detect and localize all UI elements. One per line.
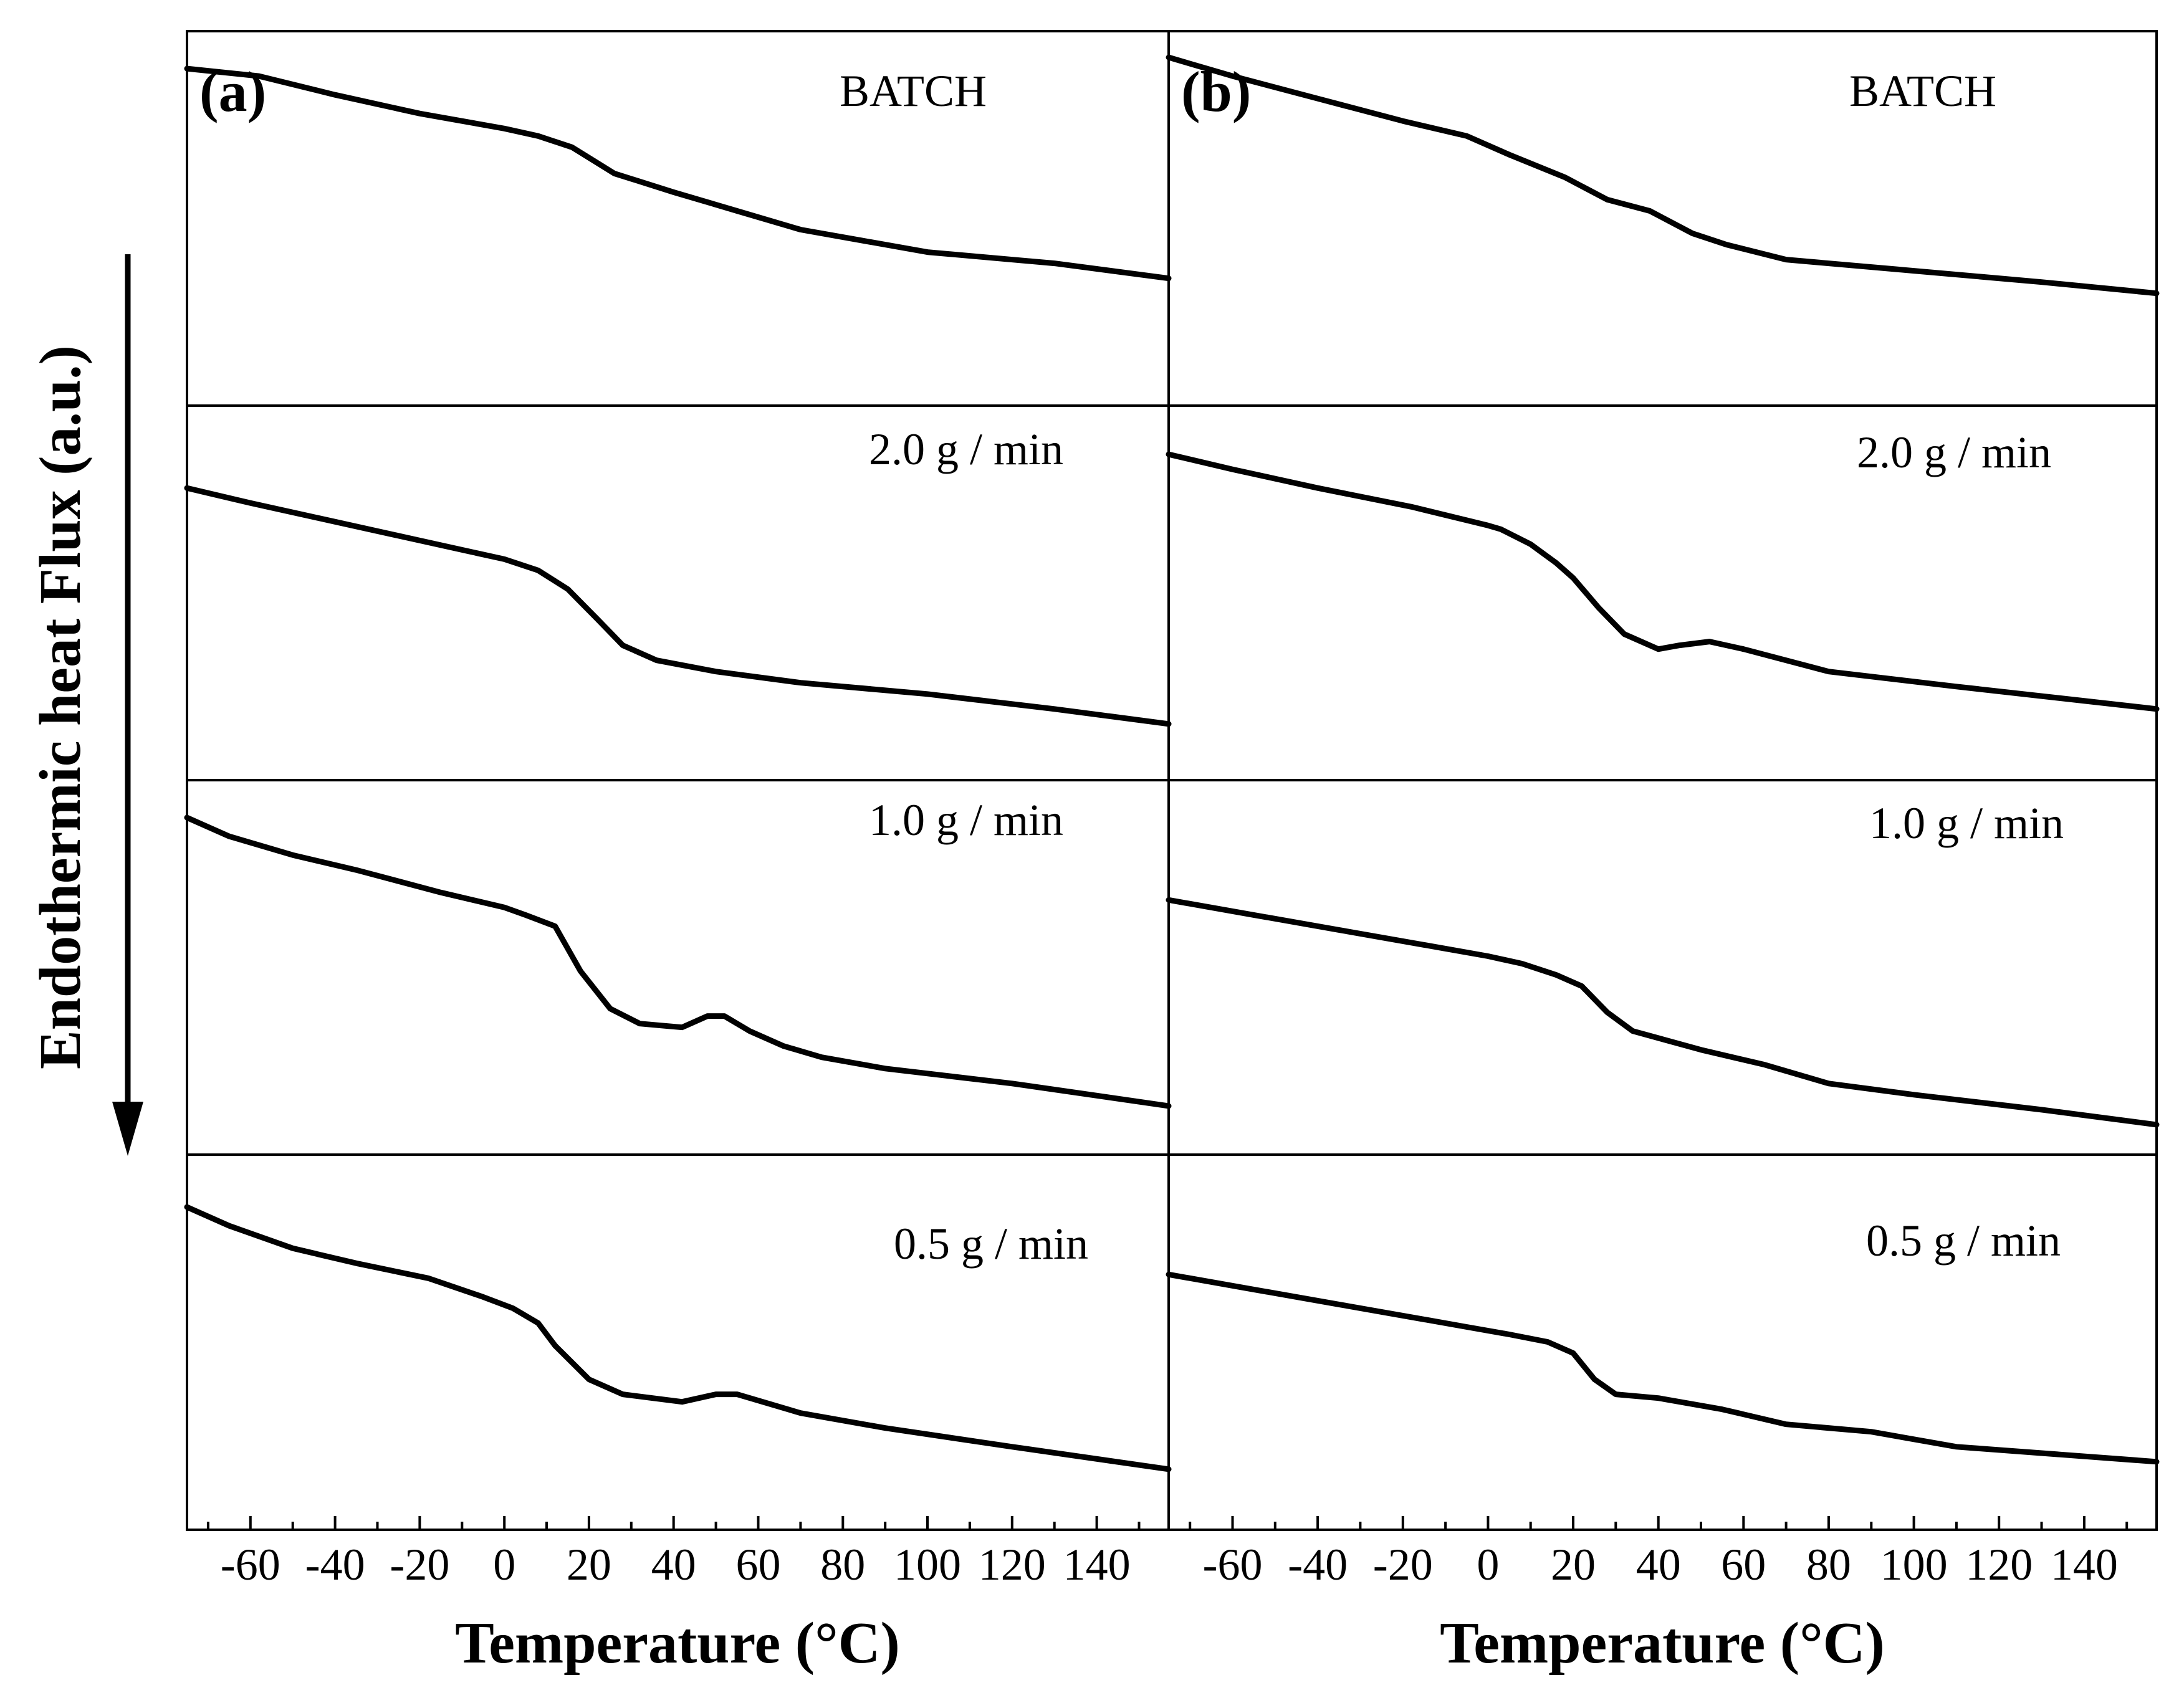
panel-a: (a) BATCH 2.0 g / min 1.0 g / min 0.5 g …	[184, 30, 1172, 1676]
x-tick-label: -40	[1288, 1540, 1348, 1590]
x-tick-label: 40	[1636, 1540, 1681, 1590]
panel-a-x-axis-title: Temperature (°C)	[455, 1611, 900, 1676]
panel-b-x-ticks: -60 -40 -20 0 20 40 60 80 100 120 140	[1189, 1516, 2129, 1590]
panel-b-x-axis-title: Temperature (°C)	[1440, 1611, 1885, 1676]
panel-a-label-2g: 2.0 g / min	[869, 424, 1063, 474]
x-tick-label: 140	[1063, 1540, 1131, 1590]
panel-b-traces	[1166, 54, 2160, 1465]
panel-a-label-batch: BATCH	[840, 66, 987, 116]
y-axis: Endothermic heat Flux (a.u.)	[28, 254, 143, 1156]
x-tick-label: 60	[1721, 1540, 1766, 1590]
x-tick-label: -60	[221, 1540, 280, 1590]
panel-b: (b) BATCH 2.0 g / min 1.0 g / min 0.5 g …	[1166, 30, 2160, 1676]
x-tick-label: 60	[736, 1540, 781, 1590]
x-tick-label: 0	[1477, 1540, 1499, 1590]
y-axis-title: Endothermic heat Flux (a.u.)	[28, 345, 93, 1069]
dsc-trace-a-3	[184, 814, 1172, 1109]
dsc-trace-b-4	[1166, 1271, 2160, 1465]
y-axis-arrow-down-icon	[112, 1102, 143, 1156]
x-tick-label: 120	[979, 1540, 1046, 1590]
x-tick-label: 40	[651, 1540, 696, 1590]
panel-a-traces	[184, 65, 1172, 1472]
dsc-trace-b-3	[1166, 897, 2160, 1128]
panel-b-label-1g: 1.0 g / min	[1869, 798, 2064, 848]
panel-b-label-05g: 0.5 g / min	[1866, 1216, 2061, 1266]
x-tick-label: 20	[1551, 1540, 1596, 1590]
dsc-trace-b-2	[1166, 451, 2160, 712]
x-tick-label: 100	[1880, 1540, 1948, 1590]
panel-a-label-05g: 0.5 g / min	[894, 1219, 1088, 1269]
x-tick-label: 0	[493, 1540, 515, 1590]
dsc-trace-a-2	[184, 485, 1172, 727]
dsc-trace-a-4	[184, 1204, 1172, 1472]
x-tick-label: 80	[820, 1540, 865, 1590]
x-tick-label: -60	[1203, 1540, 1263, 1590]
x-tick-label: -20	[1373, 1540, 1433, 1590]
panel-b-label-batch: BATCH	[1849, 66, 1996, 116]
x-tick-label: 20	[567, 1540, 611, 1590]
panel-b-label-2g: 2.0 g / min	[1857, 427, 2051, 477]
x-tick-label: 140	[2051, 1540, 2118, 1590]
x-tick-label: 80	[1806, 1540, 1851, 1590]
dsc-trace-b-1	[1166, 54, 2160, 297]
dsc-trace-a-1	[184, 65, 1172, 282]
x-tick-label: 100	[894, 1540, 961, 1590]
x-tick-label: 120	[1965, 1540, 2033, 1590]
panel-a-x-ticks: -60 -40 -20 0 20 40 60 80 100 120 140	[206, 1516, 1141, 1590]
panel-a-label-1g: 1.0 g / min	[869, 795, 1063, 845]
x-tick-label: -20	[390, 1540, 449, 1590]
x-tick-label: -40	[305, 1540, 365, 1590]
